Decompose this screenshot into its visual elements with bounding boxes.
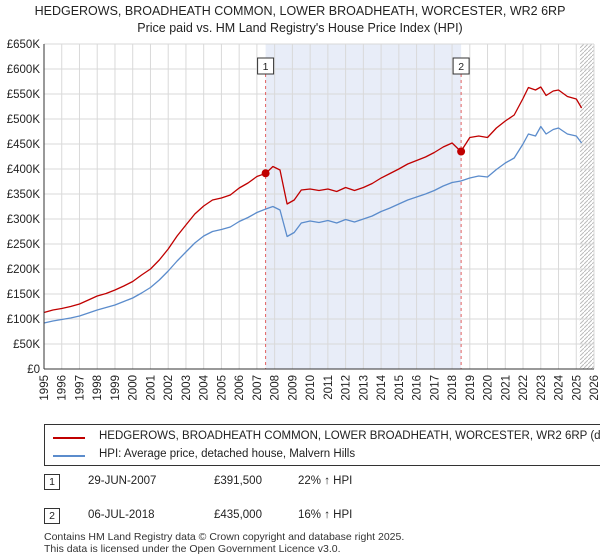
y-tick-label: £150K xyxy=(7,289,41,301)
x-tick-label: 2003 xyxy=(181,375,193,401)
y-tick-label: £550K xyxy=(7,89,41,101)
y-tick-label: £200K xyxy=(7,264,41,276)
y-tick-label: £100K xyxy=(7,314,41,326)
x-tick-label: 2025 xyxy=(571,375,583,401)
x-tick-label: 2010 xyxy=(305,375,317,401)
y-tick-label: £250K xyxy=(7,239,41,251)
y-tick-label: £400K xyxy=(7,164,41,176)
property-price-line xyxy=(43,86,583,314)
x-tick-label: 2008 xyxy=(270,375,282,401)
chart-title-line1: HEDGEROWS, BROADHEATH COMMON, LOWER BROA… xyxy=(34,4,566,18)
sale-row: 1 29-JUN-2007 £391,500 22% ↑ HPI xyxy=(44,472,584,494)
y-tick-label: £600K xyxy=(7,64,41,76)
sale-point xyxy=(457,147,466,156)
x-tick-label: 2005 xyxy=(216,375,228,401)
x-tick-label: 2019 xyxy=(465,375,477,401)
x-tick-label: 2009 xyxy=(287,375,299,401)
sale-marker-label: 2 xyxy=(458,61,464,73)
legend-label-property: HEDGEROWS, BROADHEATH COMMON, LOWER BROA… xyxy=(99,430,600,442)
sale-date: 06-JUL-2018 xyxy=(88,509,155,521)
x-tick-label: 2006 xyxy=(234,375,246,401)
sale-hpi-change: 22% ↑ HPI xyxy=(298,475,353,487)
x-tick-label: 2002 xyxy=(163,375,175,401)
x-tick-label: 2013 xyxy=(358,375,370,401)
footer-copyright: Contains HM Land Registry data © Crown c… xyxy=(44,531,405,543)
x-tick-label: 2022 xyxy=(518,375,530,401)
x-tick-label: 2012 xyxy=(341,375,353,401)
x-tick-label: 1997 xyxy=(74,375,86,401)
sale-hpi-change: 16% ↑ HPI xyxy=(298,509,353,521)
x-tick-label: 2011 xyxy=(323,375,335,400)
x-tick-label: 2026 xyxy=(589,375,600,401)
sale-price: £391,500 xyxy=(214,475,262,487)
x-tick-label: 2021 xyxy=(500,375,512,401)
x-tick-label: 2017 xyxy=(429,375,441,401)
sale-marker-box xyxy=(257,57,275,75)
x-tick-label: 2007 xyxy=(252,375,264,401)
y-tick-label: £0 xyxy=(27,364,40,376)
legend-label-hpi: HPI: Average price, detached house, Malv… xyxy=(99,448,356,460)
future-hatch xyxy=(579,44,594,369)
footer-licence: This data is licensed under the Open Gov… xyxy=(44,543,341,555)
chart-legend: HEDGEROWS, BROADHEATH COMMON, LOWER BROA… xyxy=(44,424,600,466)
legend-swatch-property xyxy=(53,437,85,439)
price-chart: £0 £50K £100K £150K £200K £250K £300K £350K £400… xyxy=(7,39,600,401)
x-tick-label: 2024 xyxy=(554,374,566,400)
x-tick-label: 1995 xyxy=(39,375,51,401)
x-tick-label: 2016 xyxy=(412,375,424,401)
hpi-line xyxy=(43,125,583,324)
x-tick-label: 2015 xyxy=(394,375,406,401)
legend-swatch-hpi xyxy=(53,455,85,457)
y-tick-label: £50K xyxy=(13,339,40,351)
x-tick-label: 2018 xyxy=(447,375,459,401)
chart-title-line2: Price paid vs. HM Land Registry's House … xyxy=(137,21,463,35)
sale-point xyxy=(261,169,270,178)
sale-row: 2 06-JUL-2018 £435,000 16% ↑ HPI xyxy=(44,506,584,528)
sale-number-badge: 1 xyxy=(44,474,60,490)
y-tick-label: £500K xyxy=(7,114,41,126)
y-tick-label: £300K xyxy=(7,214,41,226)
y-tick-label: £450K xyxy=(7,139,41,151)
y-tick-label: £650K xyxy=(7,39,41,51)
x-tick-label: 2023 xyxy=(536,375,548,401)
sale-marker-box xyxy=(452,57,470,75)
sale-number-badge: 2 xyxy=(44,508,60,524)
x-tick-label: 2020 xyxy=(483,375,495,401)
x-tick-label: 2014 xyxy=(376,374,388,400)
sale-price: £435,000 xyxy=(214,509,262,521)
y-tick-label: £350K xyxy=(7,189,41,201)
x-tick-label: 1996 xyxy=(57,375,69,401)
sale-marker-label: 1 xyxy=(263,61,269,73)
x-tick-label: 2000 xyxy=(128,375,140,401)
x-tick-label: 2001 xyxy=(145,375,157,401)
sale-date: 29-JUN-2007 xyxy=(88,475,157,487)
x-tick-label: 1999 xyxy=(110,375,122,401)
x-tick-label: 1998 xyxy=(92,375,104,401)
x-tick-label: 2004 xyxy=(199,374,211,400)
